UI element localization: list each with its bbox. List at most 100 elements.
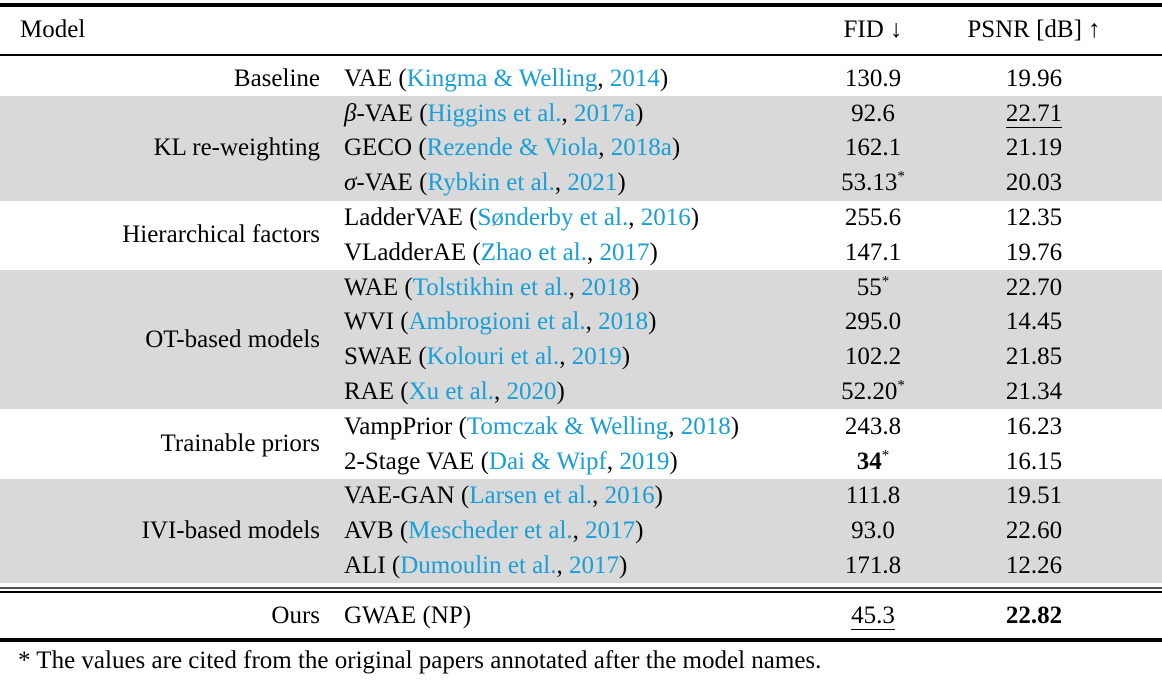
psnr-cell: 14.45 bbox=[958, 308, 1110, 336]
paren-open: ( bbox=[412, 343, 427, 371]
citation-authors-link[interactable]: Xu et al. bbox=[408, 378, 494, 406]
fid-value: 45.3 bbox=[851, 601, 895, 630]
table-row: VAE-GAN (Larsen et al., 2016) 111.8 19.51 bbox=[330, 479, 1162, 514]
psnr-value: 22.60 bbox=[1005, 517, 1063, 545]
model-cell: VAE-GAN (Larsen et al., 2016) bbox=[330, 482, 788, 510]
model-cell: LadderVAE (Sønderby et al., 2016) bbox=[330, 204, 788, 232]
citation-separator: , bbox=[572, 517, 586, 545]
paren-close: ) bbox=[556, 378, 565, 406]
paren-open: ( bbox=[394, 378, 409, 406]
group-rows: β-VAE (Higgins et al., 2017a) 92.6 22.71 GE… bbox=[330, 96, 1162, 200]
citation-authors-link[interactable]: Kingma & Welling bbox=[406, 64, 598, 92]
fid-value: 162.1 bbox=[844, 134, 902, 162]
paren-close: ) bbox=[669, 447, 678, 475]
citation-year-link[interactable]: 2020 bbox=[506, 378, 557, 406]
citation-year-link[interactable]: 2018 bbox=[581, 273, 632, 301]
psnr-cell: 22.82 bbox=[958, 602, 1110, 630]
fid-value: 130.9 bbox=[844, 64, 902, 92]
fid-cell: 243.8 bbox=[788, 413, 958, 441]
citation-separator: , bbox=[556, 552, 569, 580]
fid-cell: 147.1 bbox=[788, 239, 958, 267]
ours-row-group: Ours GWAE (NP) 45.3 22.82 bbox=[0, 593, 1162, 638]
citation-year-link[interactable]: 2021 bbox=[567, 169, 618, 197]
citation-year-link[interactable]: 2017a bbox=[574, 99, 636, 127]
psnr-value: 20.03 bbox=[1005, 169, 1063, 197]
citation-authors-link[interactable]: Zhao et al. bbox=[480, 238, 587, 266]
model-cell: GWAE (NP) bbox=[330, 602, 788, 630]
fid-cell: 102.2 bbox=[788, 343, 958, 371]
citation-year-link[interactable]: 2019 bbox=[571, 343, 622, 371]
citation-year-link[interactable]: 2018a bbox=[610, 134, 672, 162]
table-row-ours: GWAE (NP) 45.3 22.82 bbox=[330, 593, 1162, 638]
model-name: GWAE (NP) bbox=[344, 601, 472, 629]
paren-close: ) bbox=[730, 412, 740, 440]
table-row: ALI (Dumoulin et al., 2017) 171.8 12.26 bbox=[330, 549, 1162, 584]
psnr-value: 16.15 bbox=[1005, 447, 1063, 475]
model-name: SWAE bbox=[344, 343, 413, 371]
fid-value: 243.8 bbox=[844, 412, 902, 440]
table-row: LadderVAE (Sønderby et al., 2016) 255.6 12… bbox=[330, 201, 1162, 236]
psnr-value: 22.70 bbox=[1005, 273, 1063, 301]
psnr-cell: 21.19 bbox=[958, 134, 1110, 162]
model-name: -VAE bbox=[356, 99, 413, 127]
psnr-cell: 16.15 bbox=[958, 448, 1110, 476]
psnr-cell: 12.35 bbox=[958, 204, 1110, 232]
psnr-value: 19.76 bbox=[1005, 238, 1063, 266]
model-greek-letter: β bbox=[344, 99, 357, 127]
table-row: VLadderAE (Zhao et al., 2017) 147.1 19.76 bbox=[330, 235, 1162, 270]
psnr-cell: 19.51 bbox=[958, 482, 1110, 510]
citation-year-link[interactable]: 2018 bbox=[598, 308, 649, 336]
model-group: Trainable priors VampPrior (Tomczak & Wel… bbox=[0, 409, 1162, 479]
citation-authors-link[interactable]: Ambrogioni et al. bbox=[408, 308, 586, 336]
model-name: ALI bbox=[344, 552, 386, 580]
citation-year-link[interactable]: 2014 bbox=[609, 64, 660, 92]
model-name: WAE bbox=[344, 273, 399, 301]
model-cell: WVI (Ambrogioni et al., 2018) bbox=[330, 308, 788, 336]
citation-authors-link[interactable]: Mescheder et al. bbox=[408, 517, 573, 545]
citation-authors-link[interactable]: Sønderby et al. bbox=[477, 204, 629, 232]
model-name: GECO bbox=[344, 134, 413, 162]
citation-separator: , bbox=[606, 447, 620, 475]
citation-authors-link[interactable]: Rybkin et al. bbox=[427, 169, 555, 197]
psnr-value: 21.34 bbox=[1005, 378, 1063, 406]
psnr-cell: 19.76 bbox=[958, 239, 1110, 267]
citation-authors-link[interactable]: Tomczak & Welling bbox=[466, 412, 669, 440]
cited-value-star: * bbox=[897, 168, 905, 185]
citation-authors-link[interactable]: Kolouri et al. bbox=[426, 343, 560, 371]
table-row: GECO (Rezende & Viola, 2018a) 162.1 21.19 bbox=[330, 131, 1162, 166]
model-name: VAE bbox=[344, 64, 393, 92]
citation-year-link[interactable]: 2017 bbox=[585, 517, 636, 545]
psnr-cell: 22.60 bbox=[958, 517, 1110, 545]
group-label: Baseline bbox=[233, 64, 320, 92]
model-name: 2-Stage VAE bbox=[344, 447, 475, 475]
group-label: Trainable priors bbox=[160, 430, 320, 458]
cited-value-star: * bbox=[881, 273, 890, 290]
citation-year-link[interactable]: 2016 bbox=[604, 482, 655, 510]
psnr-cell: 22.71 bbox=[958, 99, 1110, 128]
citation-separator: , bbox=[597, 64, 610, 92]
model-name: AVB bbox=[344, 517, 394, 545]
paren-open: ( bbox=[385, 552, 401, 580]
citation-year-link[interactable]: 2017 bbox=[568, 552, 619, 580]
citation-year-link[interactable]: 2018 bbox=[680, 412, 731, 440]
citation-authors-link[interactable]: Larsen et al. bbox=[469, 482, 593, 510]
citation-authors-link[interactable]: Dai & Wipf bbox=[488, 447, 607, 475]
double-rule bbox=[0, 587, 1162, 594]
fid-cell: 295.0 bbox=[788, 308, 958, 336]
citation-authors-link[interactable]: Higgins et al. bbox=[427, 99, 562, 127]
model-group: Baseline VAE (Kingma & Welling, 2014) 130.… bbox=[0, 56, 1162, 97]
citation-year-link[interactable]: 2016 bbox=[640, 204, 691, 232]
fid-cell: 130.9 bbox=[788, 65, 958, 93]
citation-year-link[interactable]: 2019 bbox=[619, 447, 670, 475]
citation-authors-link[interactable]: Tolstikhin et al. bbox=[412, 273, 569, 301]
citation-authors-link[interactable]: Rezende & Viola bbox=[426, 134, 599, 162]
model-group: IVI-based models VAE-GAN (Larsen et al., … bbox=[0, 479, 1162, 584]
cited-value-star: * bbox=[881, 447, 890, 464]
group-label: OT-based models bbox=[145, 325, 320, 353]
paren-close: ) bbox=[671, 134, 681, 162]
citation-authors-link[interactable]: Dumoulin et al. bbox=[400, 552, 557, 580]
paren-open: ( bbox=[412, 99, 428, 127]
paren-close: ) bbox=[690, 204, 700, 232]
citation-year-link[interactable]: 2017 bbox=[599, 238, 650, 266]
